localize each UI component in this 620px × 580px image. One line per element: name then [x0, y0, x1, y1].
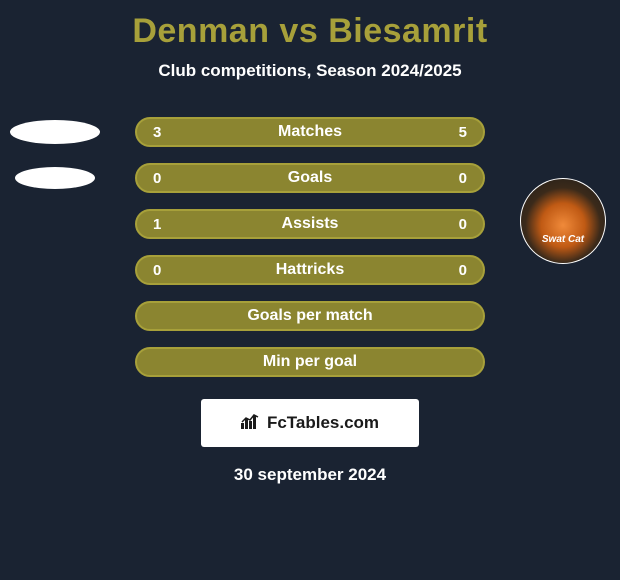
right-team-logo: Swat Cat — [520, 178, 606, 264]
stat-row: 0Hattricks0 — [0, 247, 620, 293]
stat-pill: Goals per match — [135, 301, 485, 331]
left-team-badge — [10, 167, 100, 189]
subtitle: Club competitions, Season 2024/2025 — [0, 61, 620, 81]
stat-pill: 1Assists0 — [135, 209, 485, 239]
stat-left-value: 3 — [153, 124, 161, 141]
stats-container: 3Matches50Goals01Assists00Hattricks0Goal… — [0, 109, 620, 385]
stat-label: Assists — [137, 215, 483, 233]
stat-right-value: 5 — [459, 124, 467, 141]
stat-label: Goals — [137, 169, 483, 187]
stat-right-value: 0 — [459, 262, 467, 279]
stat-pill: 3Matches5 — [135, 117, 485, 147]
stat-row: Min per goal — [0, 339, 620, 385]
chart-icon — [241, 413, 261, 434]
stat-left-value: 0 — [153, 170, 161, 187]
stat-pill: Min per goal — [135, 347, 485, 377]
page-title: Denman vs Biesamrit — [0, 0, 620, 51]
stat-label: Matches — [137, 123, 483, 141]
stat-row: Goals per match — [0, 293, 620, 339]
left-team-badge — [10, 120, 100, 144]
stat-pill: 0Goals0 — [135, 163, 485, 193]
stat-pill: 0Hattricks0 — [135, 255, 485, 285]
fct-label: FcTables.com — [267, 413, 379, 433]
stat-label: Min per goal — [137, 353, 483, 371]
logo-text: Swat Cat — [542, 234, 584, 245]
stat-left-value: 0 — [153, 262, 161, 279]
stat-label: Goals per match — [137, 307, 483, 325]
stat-right-value: 0 — [459, 170, 467, 187]
stat-left-value: 1 — [153, 216, 161, 233]
fct-attribution: FcTables.com — [201, 399, 419, 447]
stat-row: 0Goals0 — [0, 155, 620, 201]
stat-row: 3Matches5 — [0, 109, 620, 155]
stat-right-value: 0 — [459, 216, 467, 233]
date-label: 30 september 2024 — [0, 465, 620, 485]
stat-label: Hattricks — [137, 261, 483, 279]
